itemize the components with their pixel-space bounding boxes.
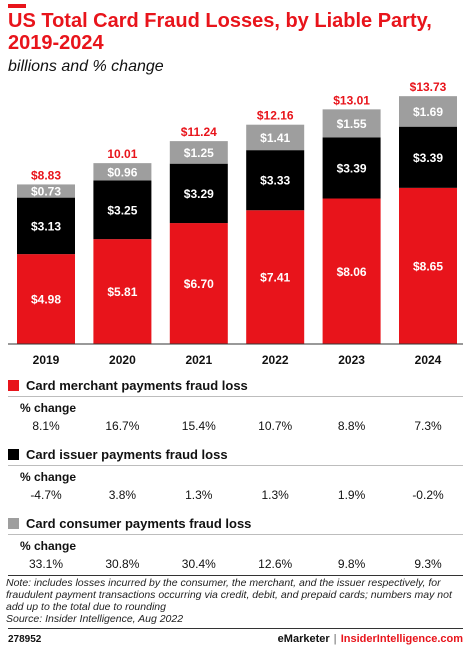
footnote: Note: includes losses incurred by the co… bbox=[6, 577, 466, 625]
total-label: $13.01 bbox=[333, 93, 370, 107]
pct-change-value: 15.4% bbox=[181, 419, 216, 433]
segment-consumer-bar bbox=[246, 124, 305, 151]
segment-merchant-label: $6.70 bbox=[184, 277, 214, 291]
segment-issuer-label: $3.25 bbox=[107, 203, 137, 217]
x-tick-label: 2019 bbox=[33, 353, 60, 367]
segment-consumer-bar bbox=[322, 109, 381, 138]
x-tick-label: 2023 bbox=[338, 353, 365, 367]
pct-change-value: 16.7% bbox=[105, 419, 140, 433]
legend-issuer: Card issuer payments fraud loss bbox=[8, 444, 228, 464]
legend-label-issuer: Card issuer payments fraud loss bbox=[26, 446, 228, 462]
segment-consumer-bar bbox=[93, 163, 152, 181]
x-tick-label: 2024 bbox=[415, 353, 442, 367]
brand-separator: | bbox=[333, 633, 337, 645]
brand-insider-intelligence: InsiderIntelligence.com bbox=[340, 633, 463, 645]
segment-issuer-label: $3.33 bbox=[260, 174, 290, 188]
pct-change-label-issuer: % change bbox=[20, 470, 77, 484]
chart-subtitle: billions and % change bbox=[8, 58, 164, 75]
total-label: $11.24 bbox=[181, 125, 217, 139]
segment-merchant-label: $7.41 bbox=[260, 271, 290, 285]
stacked-bar-chart: $4.98 $3.13 $0.73 $8.83 2019 $5.81 $3.25 $0.96 1… bbox=[8, 80, 463, 367]
divider bbox=[8, 534, 463, 535]
total-label: $12.16 bbox=[257, 109, 294, 123]
segment-issuer-label: $3.39 bbox=[337, 161, 367, 175]
segment-issuer-label: $3.39 bbox=[413, 151, 443, 165]
pct-change-value: 33.1% bbox=[28, 557, 64, 571]
segment-issuer-bar bbox=[399, 126, 457, 188]
pct-change-value: 30.8% bbox=[105, 557, 140, 571]
segment-merchant-bar bbox=[169, 223, 228, 344]
x-tick-label: 2021 bbox=[185, 353, 212, 367]
segment-issuer-bar bbox=[17, 197, 75, 255]
segment-consumer-label: $1.69 bbox=[413, 105, 443, 119]
pct-change-value: 9.3% bbox=[414, 557, 442, 571]
segment-merchant-label: $8.06 bbox=[337, 265, 367, 279]
legend-swatch-consumer bbox=[8, 517, 19, 529]
legend-label-consumer: Card consumer payments fraud loss bbox=[26, 515, 252, 531]
segment-consumer-label: $1.55 bbox=[337, 117, 367, 131]
pct-change-value: 8.1% bbox=[32, 419, 60, 433]
x-tick-label: 2022 bbox=[262, 353, 289, 367]
pct-change-value: 9.8% bbox=[337, 557, 366, 571]
segment-consumer-label: $1.41 bbox=[260, 131, 290, 145]
footer-divider bbox=[8, 628, 463, 629]
pct-change-label-consumer: % change bbox=[20, 539, 77, 553]
pct-change-value: 3.8% bbox=[108, 488, 137, 502]
legend-label-merchant: Card merchant payments fraud loss bbox=[26, 377, 248, 393]
title-accent-bar bbox=[8, 4, 26, 8]
segment-merchant-bar bbox=[399, 187, 457, 344]
segment-merchant-bar bbox=[93, 239, 152, 344]
segment-consumer-bar bbox=[169, 141, 228, 164]
segment-consumer-bar bbox=[399, 96, 457, 127]
segment-issuer-label: $3.13 bbox=[31, 219, 61, 233]
brand-emarketer: eMarketer bbox=[277, 633, 330, 645]
segment-merchant-label: $4.98 bbox=[31, 293, 61, 307]
pct-change-value: 1.9% bbox=[337, 488, 366, 502]
total-label: $8.83 bbox=[31, 168, 61, 182]
x-tick-label: 2020 bbox=[109, 353, 136, 367]
segment-issuer-bar bbox=[169, 163, 228, 224]
segment-issuer-bar bbox=[322, 137, 381, 199]
chart-id: 278952 bbox=[8, 634, 42, 645]
pct-change-value: 10.7% bbox=[258, 419, 293, 433]
segment-consumer-label: $0.73 bbox=[31, 185, 61, 199]
note-text: Note: includes losses incurred by the co… bbox=[6, 577, 452, 613]
pct-change-value: 12.6% bbox=[258, 557, 293, 571]
segment-consumer-label: $0.96 bbox=[107, 165, 137, 179]
segment-merchant-label: $5.81 bbox=[107, 285, 137, 299]
total-label: $13.73 bbox=[410, 80, 447, 94]
pct-change-value: 1.3% bbox=[261, 488, 289, 502]
legend-swatch-issuer bbox=[8, 448, 19, 460]
segment-issuer-label: $3.29 bbox=[184, 187, 214, 201]
pct-change-value: -4.7% bbox=[30, 488, 62, 502]
segment-merchant-bar bbox=[246, 210, 305, 344]
segment-consumer-label: $1.25 bbox=[184, 146, 214, 160]
footer-brand: eMarketer | InsiderIntelligence.com bbox=[278, 633, 463, 645]
total-label: 10.01 bbox=[107, 147, 137, 161]
chart-title: US Total Card Fraud Losses, by Liable Pa… bbox=[8, 10, 432, 54]
pct-change-value: 7.3% bbox=[414, 419, 442, 433]
pct-change-value: 8.8% bbox=[337, 419, 366, 433]
legend-consumer: Card consumer payments fraud loss bbox=[8, 513, 251, 533]
legend-swatch-merchant bbox=[8, 379, 19, 391]
segment-merchant-bar bbox=[322, 198, 381, 344]
segment-merchant-label: $8.65 bbox=[413, 259, 443, 273]
segment-merchant-bar bbox=[17, 254, 75, 344]
segment-issuer-bar bbox=[246, 150, 305, 211]
divider bbox=[8, 396, 463, 397]
legend-merchant: Card merchant payments fraud loss bbox=[8, 375, 248, 395]
note-divider bbox=[8, 575, 463, 576]
divider bbox=[8, 465, 463, 466]
pct-change-value: 30.4% bbox=[181, 557, 216, 571]
segment-consumer-bar bbox=[17, 184, 75, 198]
source-text: Source: Insider Intelligence, Aug 2022 bbox=[6, 613, 184, 625]
segment-issuer-bar bbox=[93, 180, 152, 240]
pct-change-value: -0.2% bbox=[412, 488, 444, 502]
pct-change-label-merchant: % change bbox=[20, 401, 77, 415]
pct-change-value: 1.3% bbox=[185, 488, 213, 502]
